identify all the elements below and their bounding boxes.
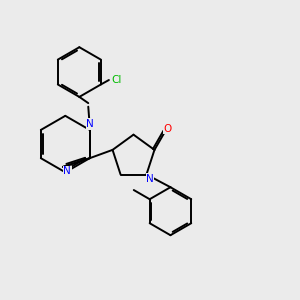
Text: N: N bbox=[64, 167, 71, 176]
Text: O: O bbox=[163, 124, 172, 134]
Text: N: N bbox=[86, 119, 94, 129]
Text: Cl: Cl bbox=[111, 75, 122, 85]
Text: N: N bbox=[146, 174, 154, 184]
